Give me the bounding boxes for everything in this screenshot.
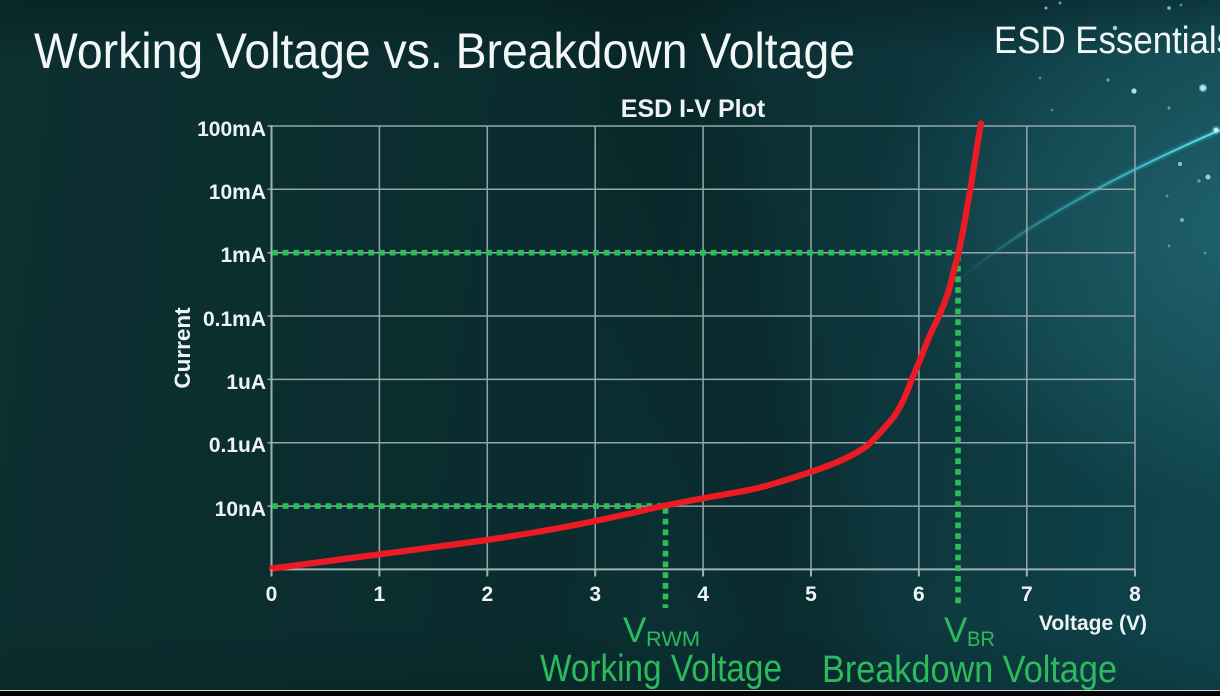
svg-text:ESD I-V Plot: ESD I-V Plot bbox=[621, 95, 766, 123]
svg-text:3: 3 bbox=[589, 583, 601, 606]
svg-text:0: 0 bbox=[266, 583, 278, 606]
svg-text:V: V bbox=[623, 611, 647, 650]
svg-text:4: 4 bbox=[697, 583, 709, 606]
svg-text:1uA: 1uA bbox=[226, 371, 266, 394]
svg-text:Breakdown Voltage: Breakdown Voltage bbox=[822, 649, 1117, 691]
svg-text:RWM: RWM bbox=[646, 628, 700, 651]
svg-text:7: 7 bbox=[1021, 583, 1033, 606]
svg-text:BR: BR bbox=[967, 628, 995, 651]
svg-text:V: V bbox=[944, 611, 968, 650]
svg-text:0.1mA: 0.1mA bbox=[203, 308, 266, 331]
svg-text:5: 5 bbox=[805, 583, 817, 606]
svg-text:1: 1 bbox=[374, 583, 386, 606]
svg-text:Voltage (V): Voltage (V) bbox=[1039, 612, 1147, 635]
svg-text:100mA: 100mA bbox=[197, 118, 266, 141]
svg-text:10nA: 10nA bbox=[215, 498, 266, 521]
svg-text:6: 6 bbox=[913, 583, 925, 606]
svg-text:Working Voltage: Working Voltage bbox=[540, 648, 782, 690]
svg-text:0.1uA: 0.1uA bbox=[209, 434, 266, 457]
svg-text:Working Voltage vs. Breakdown: Working Voltage vs. Breakdown Voltage bbox=[34, 23, 855, 79]
svg-text:8: 8 bbox=[1129, 583, 1141, 606]
svg-text:1mA: 1mA bbox=[220, 244, 266, 267]
svg-text:Current: Current bbox=[170, 307, 195, 389]
svg-text:ESD Essentials: ESD Essentials bbox=[994, 20, 1220, 62]
svg-text:10mA: 10mA bbox=[209, 181, 266, 204]
svg-text:2: 2 bbox=[481, 583, 493, 606]
